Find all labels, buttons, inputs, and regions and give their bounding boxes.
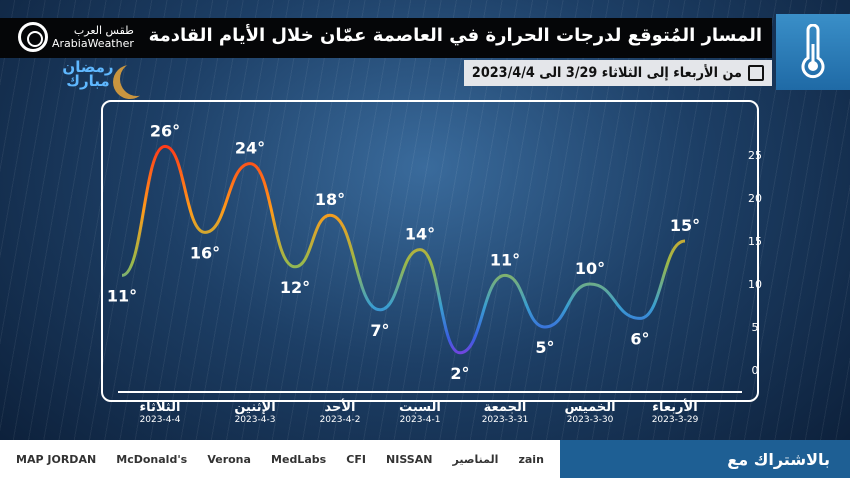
day-label: الأربعاء 2023-3-29 <box>652 400 699 425</box>
date-range: من الأربعاء إلى الثلاثاء 3/29 الى 2023/4… <box>472 65 742 81</box>
y-tick-label: 15 <box>748 235 762 248</box>
day-date: 2023-4-1 <box>399 415 441 425</box>
title-bar <box>0 18 772 58</box>
day-name: الأربعاء <box>652 400 698 415</box>
sponsor-logo: McDonald's <box>116 452 188 466</box>
data-label: 10° <box>575 259 605 278</box>
thermometer-box <box>776 14 850 90</box>
sponsor-logo: NISSAN <box>386 452 433 466</box>
day-date: 2023-4-2 <box>319 415 361 425</box>
data-label: 18° <box>315 190 345 209</box>
data-label: 15° <box>670 216 700 235</box>
day-label: الإثنين 2023-4-3 <box>234 400 275 425</box>
data-label: 11° <box>490 250 520 269</box>
day-name: الخميس <box>564 400 616 415</box>
day-name: الإثنين <box>234 400 276 415</box>
day-name: الأحد <box>324 400 356 415</box>
brand-ar: طقس العرب <box>73 24 134 37</box>
sponsor-logo: CFI <box>346 452 366 466</box>
y-tick-label: 5 <box>752 321 759 334</box>
brand-logo: طقس العرب ArabiaWeather <box>18 22 134 52</box>
y-tick-label: 10 <box>748 278 762 291</box>
y-tick-label: 0 <box>752 364 759 377</box>
day-label: الأحد 2023-4-2 <box>320 400 361 425</box>
day-date: 2023-4-4 <box>139 415 181 425</box>
data-label: 24° <box>235 139 265 158</box>
temperature-line <box>121 144 686 355</box>
chart-panel <box>101 100 759 402</box>
day-labels: الأربعاء 2023-3-29 الخميس 2023-3-30 الجمعة 20… <box>0 400 850 436</box>
page-title: المسار المُتوقع لدرجات الحرارة في العاصم… <box>148 25 762 46</box>
day-date: 2023-3-30 <box>566 415 614 425</box>
sponsor-logo: MedLabs <box>271 452 327 466</box>
ramadan-logo: رمضان مبارك <box>62 58 114 90</box>
day-name: الثلاثاء <box>139 400 181 415</box>
y-tick-label: 25 <box>748 149 762 162</box>
day-name: الجمعة <box>483 400 527 415</box>
thermometer-icon <box>801 24 825 79</box>
sponsor-label: بالاشتراك مع <box>560 440 850 478</box>
data-label: 2° <box>450 364 469 383</box>
data-label: 12° <box>280 278 310 297</box>
brand-en: ArabiaWeather <box>52 37 134 50</box>
data-label: 14° <box>405 225 435 244</box>
data-label: 7° <box>370 321 389 340</box>
sun-logo-icon <box>18 22 48 52</box>
day-date: 2023-3-29 <box>651 415 699 425</box>
data-label: 6° <box>630 329 649 348</box>
sponsor-strip: MAP JORDAN McDonald's Verona MedLabs CFI NISS… <box>0 440 560 478</box>
data-label: 11° <box>107 286 137 305</box>
day-name: السبت <box>399 400 441 415</box>
data-label: 5° <box>535 338 554 357</box>
day-label: السبت 2023-4-1 <box>399 400 441 425</box>
day-label: الثلاثاء 2023-4-4 <box>140 400 181 425</box>
day-label: الجمعة 2023-3-31 <box>482 400 529 425</box>
data-label: 26° <box>150 121 180 140</box>
y-tick-label: 20 <box>748 192 762 205</box>
sponsor-logo: zain <box>518 452 544 466</box>
day-label: الخميس 2023-3-30 <box>564 400 615 425</box>
day-date: 2023-4-3 <box>234 415 276 425</box>
sponsor-logo: المناصير <box>452 452 499 466</box>
sponsor-logo: MAP JORDAN <box>16 452 97 466</box>
sponsor-logo: Verona <box>207 452 251 466</box>
data-label: 16° <box>190 243 220 262</box>
subtitle-bar: من الأربعاء إلى الثلاثاء 3/29 الى 2023/4… <box>464 60 772 86</box>
calendar-icon <box>748 65 764 81</box>
day-date: 2023-3-31 <box>481 415 529 425</box>
